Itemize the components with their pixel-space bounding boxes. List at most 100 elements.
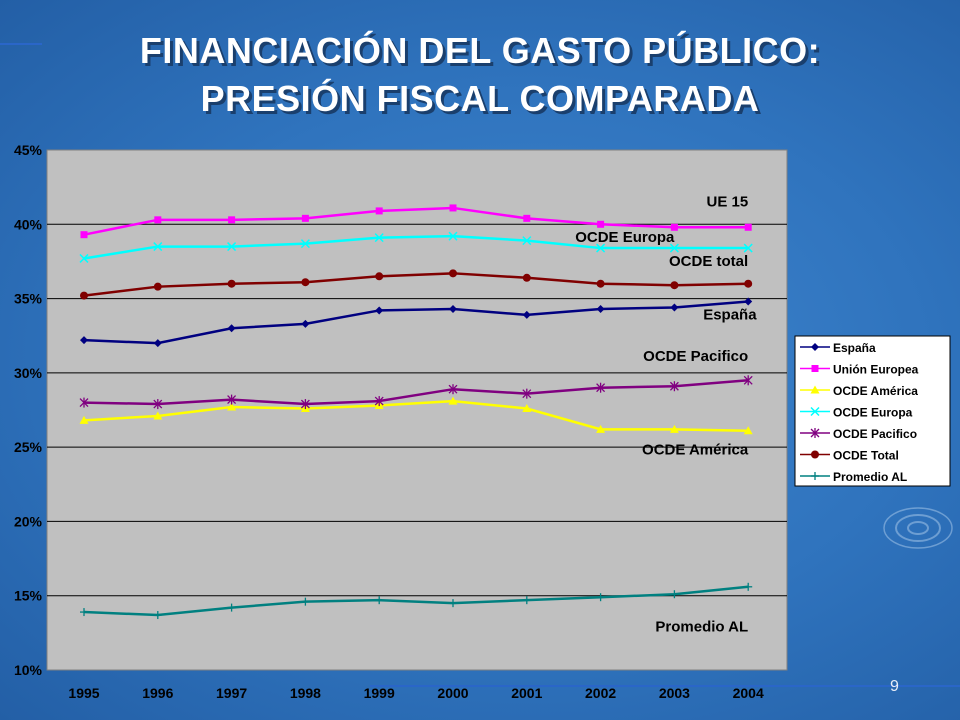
- data-point: [80, 231, 88, 239]
- data-point: [374, 233, 384, 243]
- decorative-line-bottom: [370, 685, 960, 687]
- data-point: [670, 590, 679, 599]
- data-point: [669, 424, 679, 433]
- data-point: [375, 596, 384, 605]
- annotation-label: OCDE total: [669, 253, 748, 270]
- data-point: [596, 243, 606, 253]
- data-point: [597, 220, 605, 228]
- data-point: [227, 242, 237, 252]
- data-point: [744, 279, 753, 288]
- annotations: UE 15 OCDE Europa OCDE total España OCDE Pac…: [575, 193, 757, 635]
- series-line: [83, 272, 749, 297]
- series-line: [83, 379, 749, 406]
- data-point: [300, 239, 310, 249]
- legend-label: OCDE América: [833, 384, 918, 398]
- y-axis-ticks: 10% 15% 20% 25% 30% 35% 40% 45%: [14, 142, 43, 678]
- legend-label: España: [833, 341, 876, 355]
- data-point: [79, 415, 89, 424]
- legend: España Unión Europea OCDE América OCDE Euro…: [794, 335, 951, 487]
- data-point: [227, 279, 236, 288]
- data-point: [301, 278, 310, 287]
- data-point: [153, 282, 162, 291]
- data-point: [80, 336, 88, 345]
- data-point: [153, 611, 162, 620]
- data-point: [596, 304, 605, 313]
- legend-marker: [810, 428, 820, 438]
- series-line: [83, 399, 749, 433]
- series-line: [83, 585, 749, 617]
- x-tick-label: 1995: [68, 685, 99, 701]
- data-point: [744, 223, 752, 231]
- annotation-label: Promedio AL: [655, 618, 748, 635]
- legend-marker: [811, 472, 819, 480]
- x-tick-label: 2004: [733, 685, 764, 701]
- data-point: [301, 214, 309, 222]
- data-point: [449, 304, 457, 313]
- data-point: [522, 596, 531, 605]
- annotation-label: OCDE Pacifico: [643, 348, 748, 365]
- data-point: [154, 216, 162, 224]
- legend-label: OCDE Europa: [833, 406, 913, 420]
- data-point: [744, 582, 753, 591]
- legend-marker: [811, 365, 819, 372]
- legend-label: Unión Europea: [833, 363, 919, 377]
- y-tick-label: 20%: [14, 513, 43, 529]
- data-point: [227, 324, 236, 333]
- series-ocde-pacifico: [79, 375, 753, 410]
- data-point: [670, 281, 679, 290]
- legend-label: OCDE Total: [833, 449, 899, 463]
- data-point: [448, 231, 458, 241]
- x-tick-label: 2000: [437, 685, 468, 701]
- series-ocde-europa: [79, 231, 753, 263]
- x-tick-label: 1997: [216, 685, 247, 701]
- series-ocde-total: [80, 269, 753, 300]
- data-point: [449, 599, 457, 608]
- annotation-label: OCDE Europa: [575, 229, 675, 246]
- y-tick-label: 35%: [14, 291, 43, 307]
- decorative-line-top-left: [0, 43, 42, 45]
- data-point: [744, 297, 753, 306]
- legend-item-ocde-america: OCDE América: [800, 384, 918, 398]
- data-point: [153, 339, 162, 348]
- data-point: [80, 291, 88, 300]
- data-point: [448, 384, 458, 395]
- data-point: [80, 608, 88, 617]
- y-tick-label: 15%: [14, 588, 43, 604]
- legend-item-ocde-pacifico: OCDE Pacifico: [800, 427, 917, 441]
- x-axis-ticks: 1995 1996 1997 1998 1999 2000 2001 2002 2003 2004: [68, 685, 764, 701]
- data-point: [375, 306, 384, 315]
- data-point: [153, 411, 163, 420]
- data-point: [669, 243, 679, 253]
- legend-item-promedio-al: Promedio AL: [800, 470, 907, 484]
- data-point: [743, 426, 753, 435]
- data-point: [227, 402, 237, 411]
- legend-item-espana: España: [800, 341, 876, 355]
- data-point: [449, 204, 457, 212]
- data-point: [670, 223, 678, 231]
- x-tick-label: 1998: [290, 685, 321, 701]
- legend-item-ocde-total: OCDE Total: [800, 449, 899, 463]
- y-tick-label: 30%: [14, 365, 43, 381]
- data-point: [596, 279, 605, 288]
- series-layer: [79, 204, 753, 620]
- annotation-label: UE 15: [706, 193, 748, 210]
- slide-title-line-1: FINANCIACIÓN DEL GASTO PÚBLICO:: [139, 30, 821, 71]
- data-point: [375, 272, 384, 281]
- legend-item-union-europea: Unión Europea: [800, 363, 919, 377]
- series-espana: [80, 297, 753, 348]
- legend-marker: [811, 343, 819, 351]
- data-point: [596, 593, 605, 602]
- data-point: [153, 399, 163, 410]
- y-tick-label: 10%: [14, 662, 43, 678]
- data-point: [79, 253, 89, 263]
- annotation-label: OCDE América: [642, 442, 749, 459]
- data-point: [669, 381, 679, 392]
- data-point: [301, 319, 310, 328]
- data-point: [227, 394, 237, 405]
- y-tick-label: 45%: [14, 142, 43, 158]
- legend-item-ocde-europa: OCDE Europa: [800, 406, 913, 420]
- data-point: [228, 216, 236, 224]
- data-point: [153, 242, 163, 252]
- legend-marker: [811, 450, 819, 459]
